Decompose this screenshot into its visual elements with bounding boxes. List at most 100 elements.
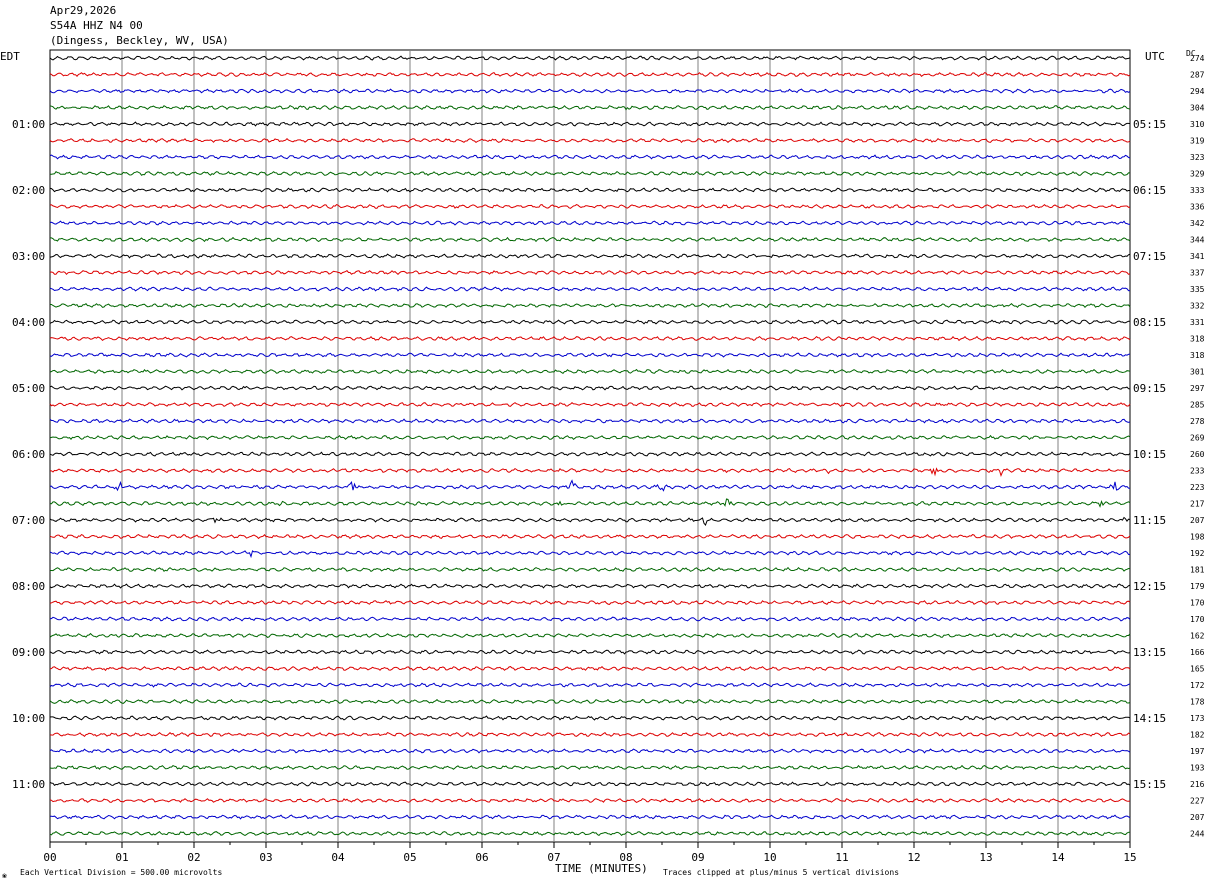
dc-offset-value: 341 (1190, 252, 1205, 261)
trace-row (49, 498, 1131, 508)
dc-offset-value: 166 (1190, 648, 1205, 657)
x-tick-label: 06 (475, 851, 488, 864)
dc-offset-value: 165 (1190, 665, 1205, 674)
right-timezone-label: UTC (1145, 50, 1165, 63)
trace-row (50, 236, 1131, 243)
dc-offset-value: 260 (1190, 450, 1205, 459)
dc-offset-value: 287 (1190, 71, 1205, 80)
dc-offset-value: 301 (1190, 368, 1205, 377)
x-tick-label: 13 (979, 851, 992, 864)
trace-row (49, 665, 1131, 672)
dc-offset-value: 318 (1190, 335, 1205, 344)
trace-row (49, 682, 1131, 688)
trace-row (49, 286, 1131, 292)
trace-row (49, 220, 1131, 226)
dc-offset-value: 162 (1190, 632, 1205, 641)
dc-offset-value: 192 (1190, 549, 1205, 558)
dc-offset-value: 294 (1190, 87, 1205, 96)
trace-row (49, 55, 1131, 61)
dc-offset-value: 172 (1190, 681, 1205, 690)
trace-row (49, 88, 1131, 94)
trace-row (49, 104, 1131, 111)
right-hour-label: 09:15 (1133, 382, 1166, 395)
scale-note: Each Vertical Division = 500.00 microvol… (20, 868, 223, 877)
trace-row (49, 732, 1131, 737)
x-tick-label: 11 (835, 851, 848, 864)
trace-row (49, 649, 1131, 655)
left-hour-label: 11:00 (12, 778, 45, 791)
x-tick-label: 08 (619, 851, 632, 864)
dc-offset-value: 182 (1190, 731, 1205, 740)
clip-note: Traces clipped at plus/minus 5 vertical … (663, 868, 900, 877)
right-hour-label: 13:15 (1133, 646, 1166, 659)
trace-layer (49, 55, 1131, 837)
dc-offset-value: 207 (1190, 813, 1205, 822)
plot-frame (49, 49, 1131, 843)
trace-row (49, 764, 1131, 771)
x-tick-label: 01 (115, 851, 128, 864)
trace-row (49, 319, 1131, 325)
right-hour-label: 08:15 (1133, 316, 1166, 329)
dc-offset-value: 344 (1190, 236, 1205, 245)
trace-row (49, 71, 1131, 78)
dc-offset-value: 198 (1190, 533, 1205, 542)
left-hour-label: 06:00 (12, 448, 45, 461)
trace-row (49, 269, 1131, 276)
dc-offset-value: 269 (1190, 434, 1205, 443)
x-tick-label: 07 (547, 851, 560, 864)
x-tick-label: 02 (187, 851, 200, 864)
trace-row (49, 418, 1131, 424)
dc-offset-value: 173 (1190, 714, 1205, 723)
left-hour-label: 05:00 (12, 382, 45, 395)
x-tick-label: 05 (403, 851, 416, 864)
trace-row (49, 748, 1131, 754)
dc-offset-value: 179 (1190, 582, 1205, 591)
dc-offset-value: 323 (1190, 153, 1205, 162)
trace-row (49, 121, 1131, 127)
dc-offset-value: 342 (1190, 219, 1205, 228)
dc-offset-value: 170 (1190, 599, 1205, 608)
dc-offset-value: 319 (1190, 137, 1205, 146)
x-tick-label: 10 (763, 851, 776, 864)
trace-row (49, 599, 1131, 606)
dc-offset-value: 333 (1190, 186, 1205, 195)
dc-offset-value: 217 (1190, 500, 1205, 509)
dc-offset-value: 197 (1190, 747, 1205, 756)
header-date: Apr29,2026 (50, 4, 117, 17)
header-station: S54A HHZ N4 00 (50, 19, 143, 32)
x-tick-label: 14 (1051, 851, 1065, 864)
trace-row (50, 303, 1131, 309)
trace-row (49, 479, 1131, 492)
left-hour-label: 01:00 (12, 118, 45, 131)
dc-offset-value: 170 (1190, 615, 1205, 624)
trace-row (49, 253, 1131, 259)
dc-offset-value: 318 (1190, 351, 1205, 360)
dc-offset-value: 297 (1190, 384, 1205, 393)
x-axis-title: TIME (MINUTES) (555, 862, 648, 875)
dc-offset-value: 244 (1190, 830, 1205, 839)
dc-offset-value: 274 (1190, 54, 1205, 63)
dc-offset-value: 332 (1190, 302, 1205, 311)
dc-offset-header: DC (1186, 49, 1196, 58)
trace-row (49, 533, 1131, 540)
trace-row (49, 467, 1131, 477)
right-hour-label: 15:15 (1133, 778, 1166, 791)
right-hour-label: 07:15 (1133, 250, 1166, 263)
trace-row (49, 632, 1131, 638)
dc-offset-value: 178 (1190, 698, 1205, 707)
dc-offset-value: 310 (1190, 120, 1205, 129)
trace-row (49, 187, 1130, 193)
right-hour-label: 05:15 (1133, 118, 1166, 131)
left-hour-label: 09:00 (12, 646, 45, 659)
trace-row (49, 352, 1131, 358)
trace-row (49, 797, 1131, 803)
trace-row (49, 451, 1131, 457)
corner-mark: ❀ (2, 871, 7, 880)
x-tick-label: 15 (1123, 851, 1136, 864)
dc-offset-value: 336 (1190, 203, 1205, 212)
trace-row (49, 698, 1131, 705)
trace-row (49, 516, 1131, 526)
left-hour-label: 04:00 (12, 316, 45, 329)
right-hour-label: 11:15 (1133, 514, 1166, 527)
